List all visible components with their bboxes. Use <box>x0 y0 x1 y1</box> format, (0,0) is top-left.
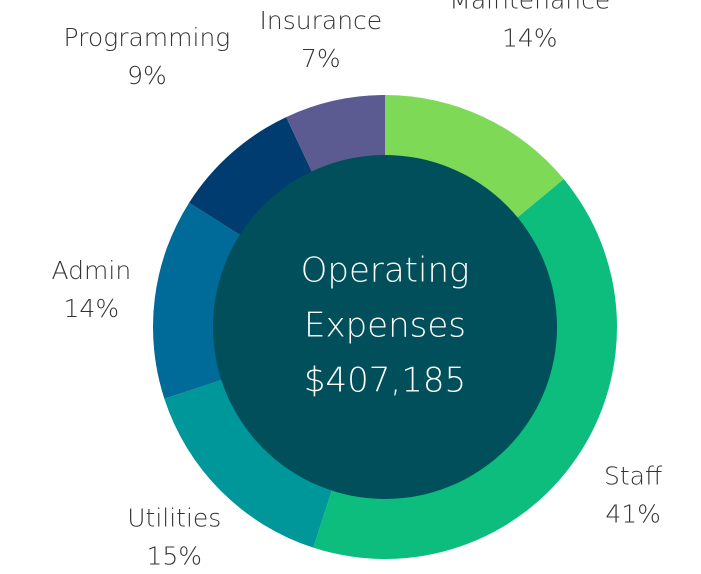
slice-label: Insurance <box>260 6 383 35</box>
slice-value: 7% <box>301 44 341 73</box>
slice-label: Staff <box>604 462 663 491</box>
slice-value: 15% <box>146 542 202 571</box>
slice-value: 14% <box>64 294 120 323</box>
slice-label: Programming <box>64 23 231 52</box>
center-label: Expenses <box>304 306 466 346</box>
slice-label: Admin <box>51 256 131 285</box>
slice-value: 9% <box>127 61 167 90</box>
slice-value: 14% <box>502 23 558 52</box>
center-circle <box>213 155 557 499</box>
center-label: $407,185 <box>304 361 466 401</box>
slice-label: Maintenance <box>449 0 610 14</box>
center-label: Operating <box>301 251 470 291</box>
slice-label: Utilities <box>127 504 221 533</box>
slice-value: 41% <box>605 500 661 529</box>
